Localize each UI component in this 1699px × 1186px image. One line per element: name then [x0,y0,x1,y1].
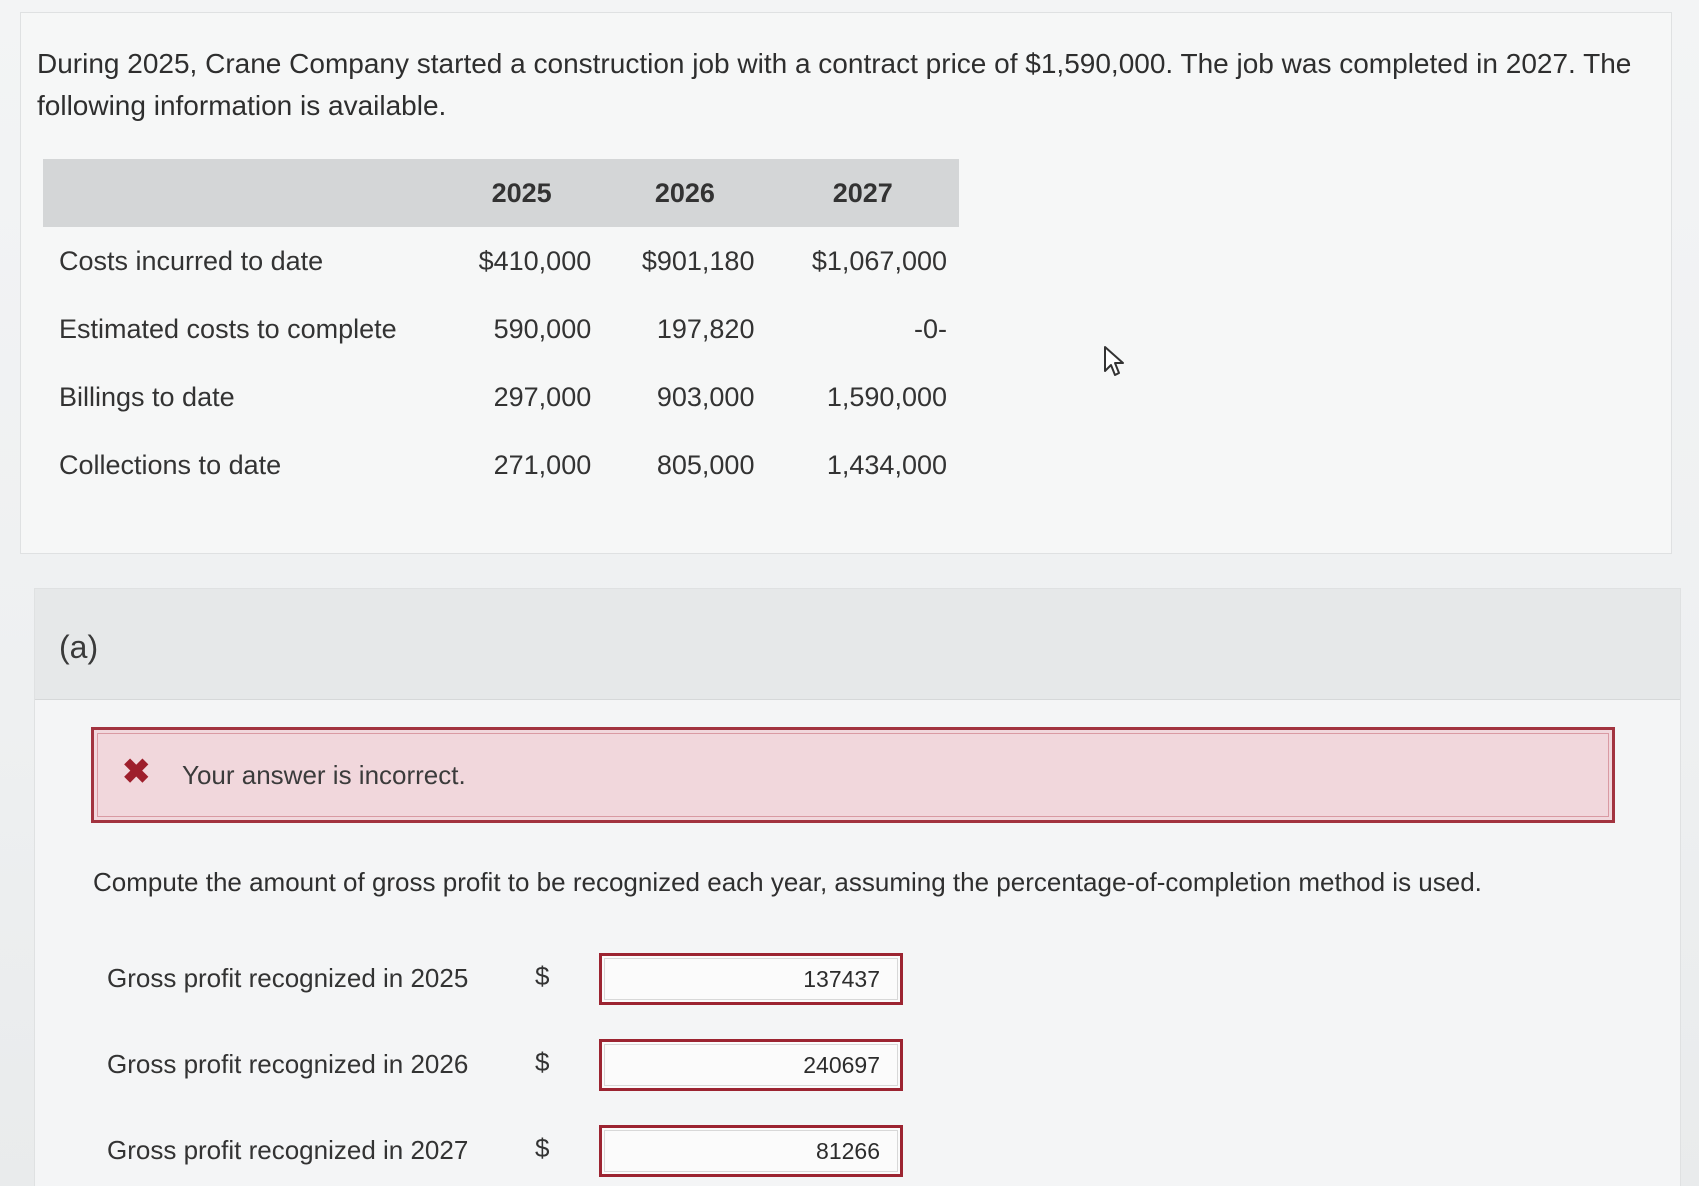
cell-value: $410,000 [478,245,592,276]
table-row: Costs incurred to date $410,000 $901,180… [43,227,959,295]
currency-symbol: $ [535,1133,550,1163]
answer-label: Gross profit recognized in 2025 [107,963,469,993]
cell-value: $1,067,000 [811,245,947,276]
answer-label: Gross profit recognized in 2027 [107,1135,469,1165]
row-label: Collections to date [59,449,282,480]
gross-profit-2025-input[interactable] [599,953,903,1005]
row-label: Estimated costs to complete [59,313,397,344]
answer-label: Gross profit recognized in 2026 [107,1049,469,1079]
part-a-card: (a) ✖ Your answer is incorrect. Compute … [34,588,1681,1186]
part-label: (a) [59,629,99,665]
row-label: Billings to date [59,381,235,412]
table-row: Estimated costs to complete 590,000 197,… [43,295,959,363]
cell-value: 271,000 [493,449,592,480]
gross-profit-2026-input[interactable] [599,1039,903,1091]
question-instruction: Compute the amount of gross profit to be… [93,867,1482,897]
header-2025: 2025 [440,159,604,227]
header-blank [43,159,440,227]
mouse-pointer-icon [1104,346,1124,376]
cell-value: 297,000 [493,381,592,412]
header-2026: 2026 [603,159,767,227]
feedback-message: Your answer is incorrect. [182,760,466,790]
cell-value: 903,000 [656,381,755,412]
problem-card: During 2025, Crane Company started a con… [20,12,1672,554]
table-header-row: 2025 2026 2027 [43,159,959,227]
cell-value: -0- [914,313,947,344]
table-row: Billings to date 297,000 903,000 1,590,0… [43,363,959,431]
currency-symbol: $ [535,961,550,991]
construction-data-table: 2025 2026 2027 Costs incurred to date $4… [43,159,959,499]
cell-value: 805,000 [656,449,755,480]
cell-value: 1,434,000 [826,449,947,480]
cell-value: $901,180 [641,245,755,276]
incorrect-feedback-banner: ✖ Your answer is incorrect. [91,727,1615,823]
problem-statement: During 2025, Crane Company started a con… [37,48,1632,121]
cell-value: 590,000 [493,313,592,344]
x-icon: ✖ [122,753,151,791]
header-2027: 2027 [766,159,959,227]
row-label: Costs incurred to date [59,245,324,276]
table-row: Collections to date 271,000 805,000 1,43… [43,431,959,499]
cell-value: 197,820 [656,313,755,344]
part-header: (a) [35,589,1680,700]
cell-value: 1,590,000 [826,381,947,412]
gross-profit-2027-input[interactable] [599,1125,903,1177]
currency-symbol: $ [535,1047,550,1077]
